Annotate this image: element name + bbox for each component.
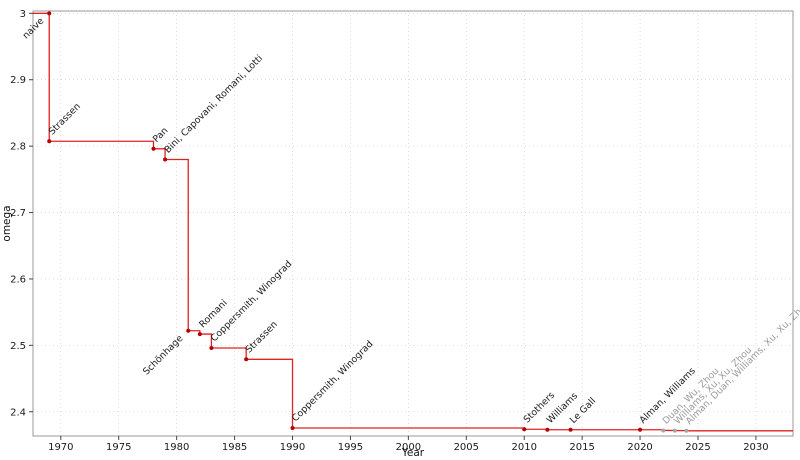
svg-text:2.4: 2.4 bbox=[10, 407, 26, 418]
svg-text:1970: 1970 bbox=[48, 442, 73, 453]
svg-text:2.6: 2.6 bbox=[10, 274, 26, 285]
svg-text:2030: 2030 bbox=[743, 442, 768, 453]
svg-text:2020: 2020 bbox=[627, 442, 652, 453]
svg-text:2015: 2015 bbox=[569, 442, 594, 453]
svg-text:2010: 2010 bbox=[511, 442, 536, 453]
svg-text:1980: 1980 bbox=[164, 442, 189, 453]
svg-text:2.9: 2.9 bbox=[10, 75, 26, 86]
svg-text:Alman, Duan, Williams, Xu, Xu,: Alman, Duan, Williams, Xu, Xu, Zhou bbox=[684, 298, 800, 427]
svg-text:2.5: 2.5 bbox=[10, 341, 26, 352]
svg-text:1975: 1975 bbox=[106, 442, 131, 453]
svg-text:1990: 1990 bbox=[280, 442, 305, 453]
svg-text:2005: 2005 bbox=[454, 442, 479, 453]
svg-text:Bini, Capovani, Romani, Lotti: Bini, Capovani, Romani, Lotti bbox=[162, 53, 265, 156]
svg-text:Strassen: Strassen bbox=[244, 319, 280, 355]
svg-text:2025: 2025 bbox=[685, 442, 710, 453]
svg-text:2.8: 2.8 bbox=[10, 142, 26, 153]
svg-text:Schönhage: Schönhage bbox=[141, 333, 186, 378]
svg-text:1995: 1995 bbox=[338, 442, 363, 453]
svg-text:Year: Year bbox=[401, 447, 425, 459]
svg-text:omega: omega bbox=[1, 205, 13, 241]
svg-text:Strassen: Strassen bbox=[47, 101, 83, 137]
svg-text:3: 3 bbox=[20, 9, 26, 20]
svg-text:1985: 1985 bbox=[222, 442, 247, 453]
svg-text:2.7: 2.7 bbox=[10, 208, 26, 219]
svg-text:Coppersmith, Winograd: Coppersmith, Winograd bbox=[290, 339, 376, 425]
svg-text:2000: 2000 bbox=[396, 442, 421, 453]
